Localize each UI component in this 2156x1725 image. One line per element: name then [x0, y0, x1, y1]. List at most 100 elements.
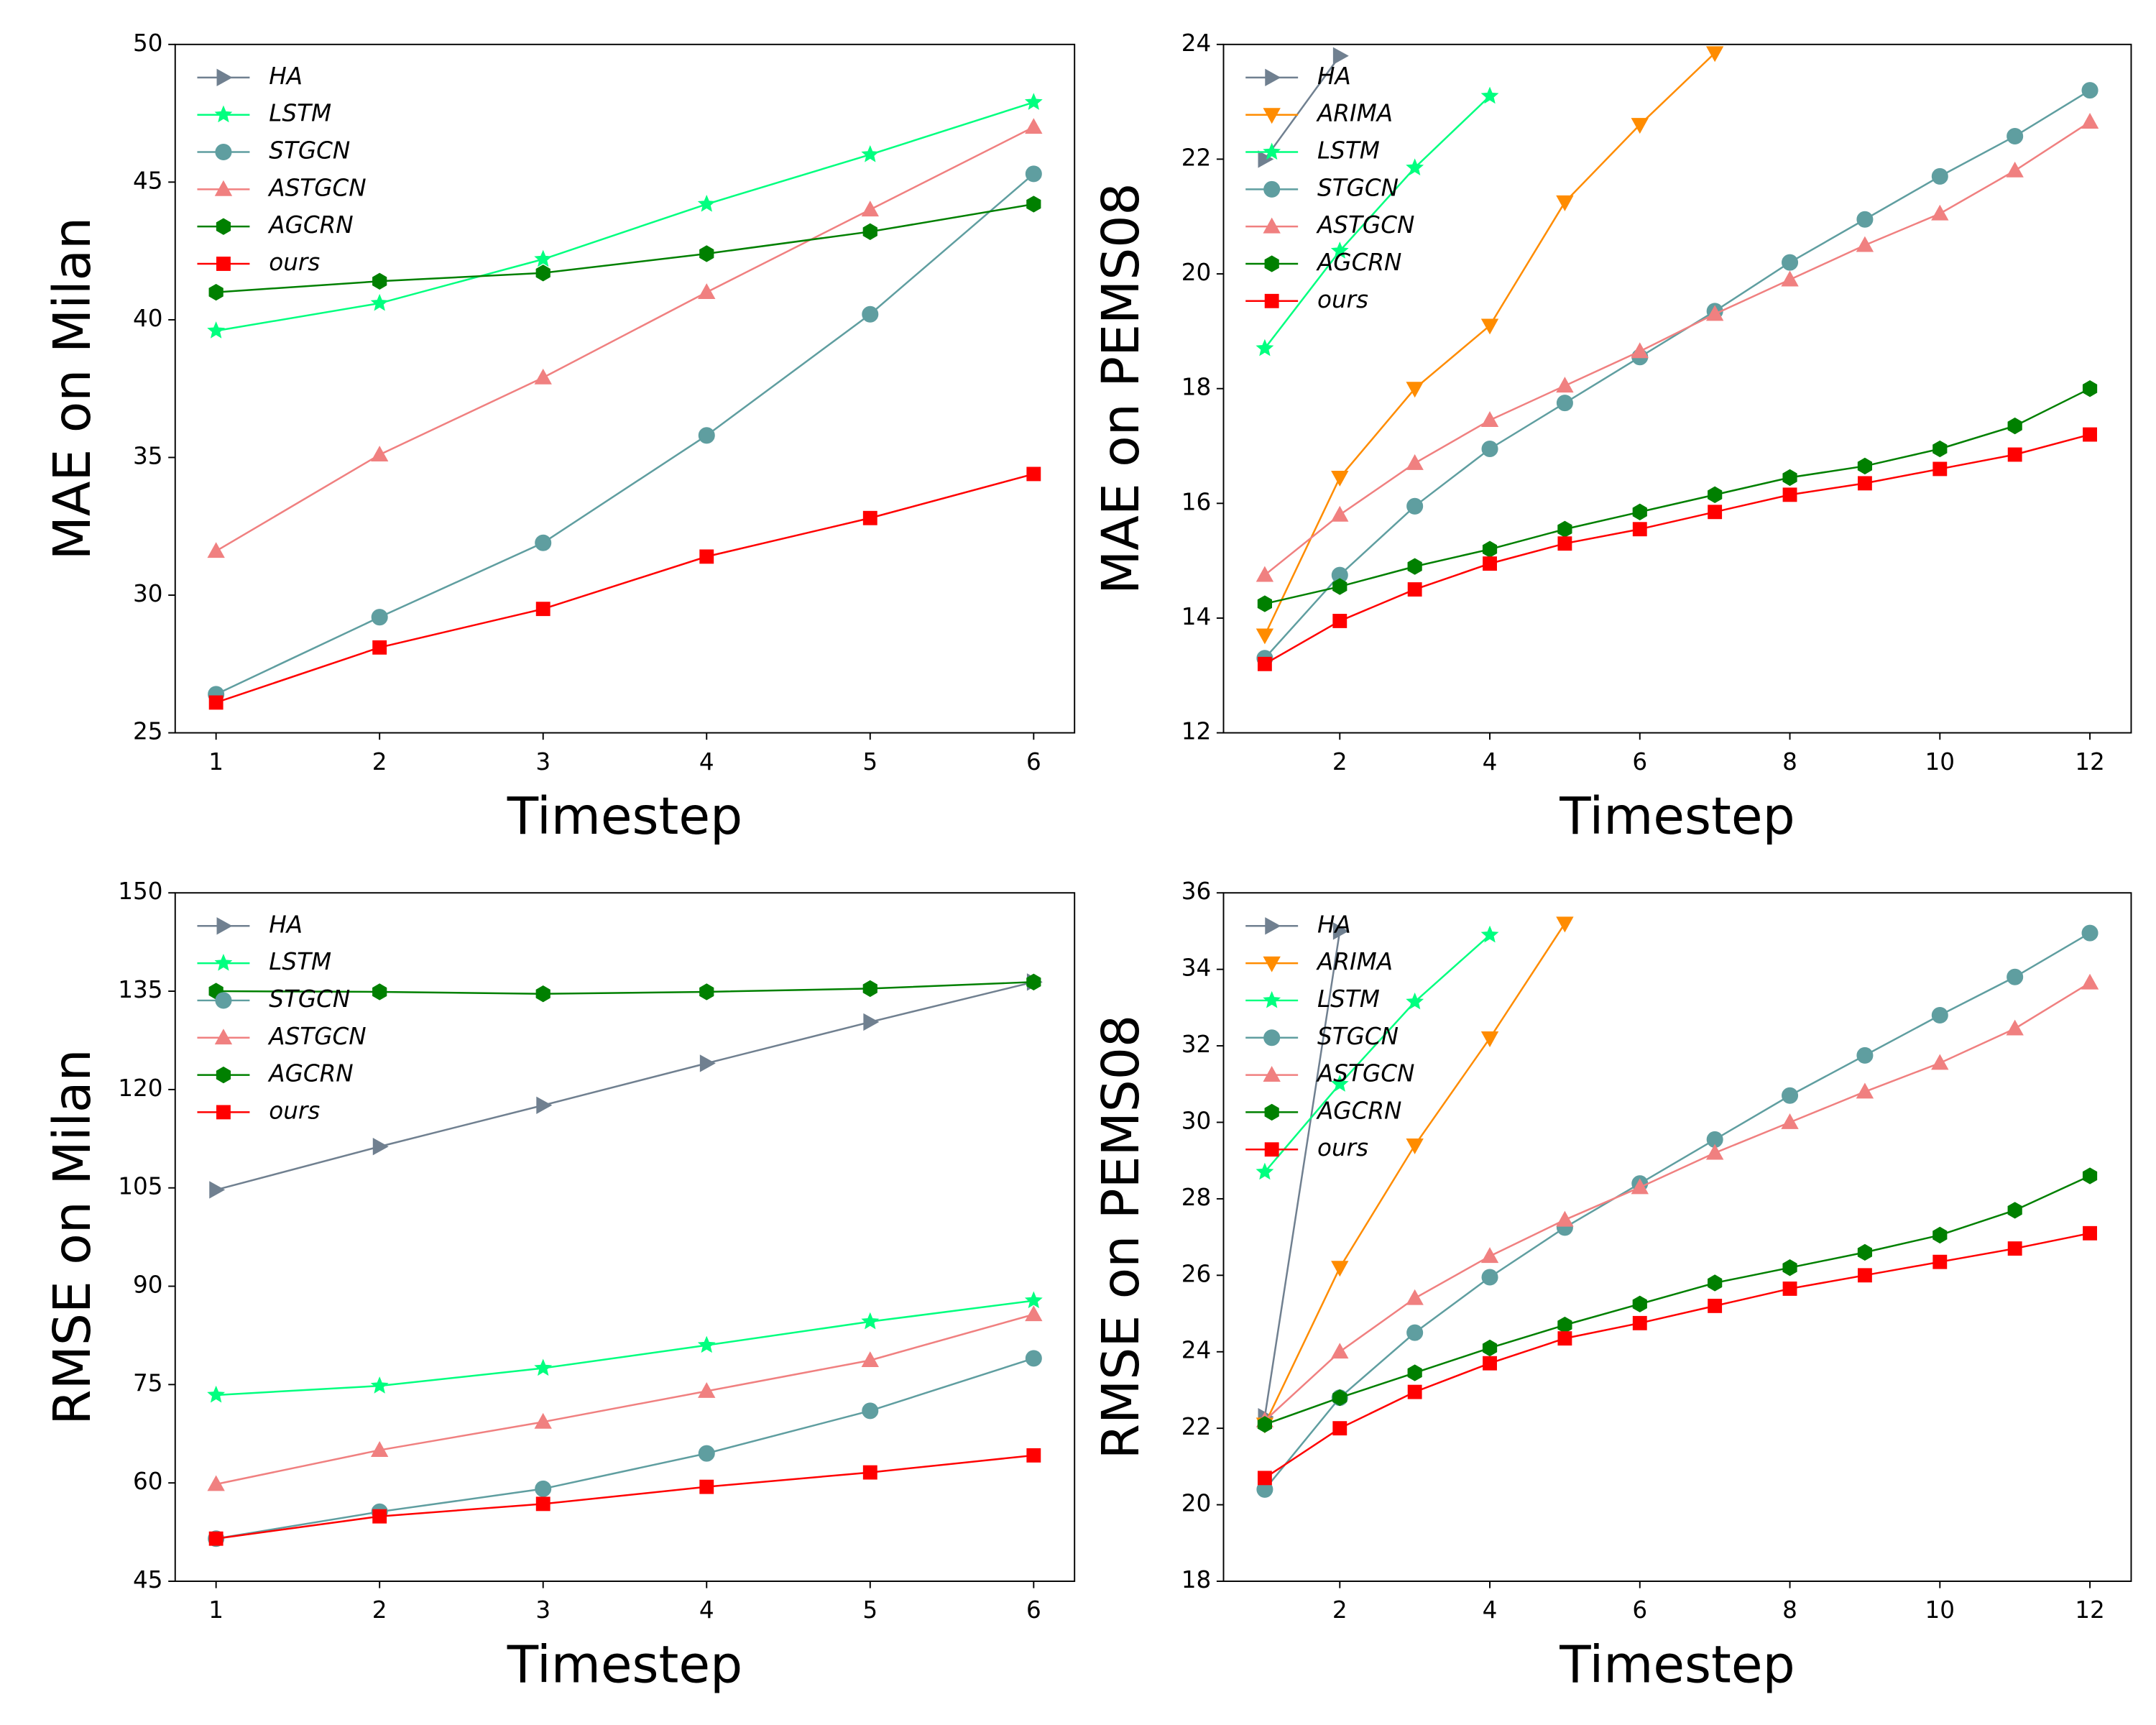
series-line [216, 172, 1035, 696]
data-point [698, 427, 715, 444]
data-point [1556, 395, 1573, 412]
data-point [1025, 165, 1042, 183]
legend-label: ASTGCN [1316, 211, 1414, 239]
data-point [207, 542, 225, 558]
legend-label: AGCRN [1316, 1097, 1401, 1124]
x-axis-label: Timestep [1559, 1634, 1795, 1694]
y-axis-label: MAE on PEMS08 [1091, 183, 1151, 594]
legend-marker [1263, 142, 1281, 160]
data-point [1481, 440, 1498, 458]
data-point [1705, 46, 1724, 63]
data-point [2007, 127, 2024, 145]
data-point [862, 1402, 879, 1420]
y-tick-label: 12 [1181, 718, 1212, 745]
data-point [370, 446, 389, 462]
legend-marker [216, 917, 233, 935]
data-point [372, 272, 387, 290]
series-line [1263, 55, 1341, 160]
data-point [371, 609, 388, 626]
data-point [1632, 522, 1647, 537]
data-point [1857, 1243, 1873, 1261]
data-point [1480, 86, 1499, 104]
legend-label: HA [269, 911, 303, 938]
y-tick-label: 22 [1181, 1413, 1212, 1440]
data-point [1705, 1144, 1724, 1160]
data-point [1556, 377, 1574, 393]
data-point [1782, 487, 1797, 502]
data-point [1781, 1113, 1799, 1129]
legend-marker [1264, 293, 1279, 308]
legend-label: AGCRN [267, 211, 353, 239]
x-tick-label: 8 [1782, 748, 1797, 776]
data-point [861, 1351, 879, 1368]
data-point [208, 283, 224, 301]
y-tick-label: 25 [133, 718, 162, 745]
legend-label: STGCN [269, 985, 350, 1013]
data-point [699, 549, 714, 564]
x-tick-label: 4 [1483, 748, 1498, 776]
series-line [216, 1357, 1034, 1540]
data-point [1332, 1389, 1348, 1407]
data-point [2082, 380, 2098, 397]
legend-label: LSTM [1317, 985, 1380, 1013]
data-point [1483, 1356, 1497, 1371]
data-point [1256, 628, 1274, 645]
series-line [1264, 982, 2091, 1422]
data-point [534, 1358, 553, 1376]
x-axis-label: Timestep [1559, 786, 1795, 846]
y-tick-label: 135 [118, 976, 162, 1003]
data-point [372, 640, 387, 655]
data-point [1406, 1289, 1424, 1305]
data-point [1556, 195, 1574, 211]
data-point [536, 1096, 553, 1114]
x-tick-label: 4 [699, 1596, 714, 1624]
data-point [534, 249, 553, 267]
data-point [697, 1335, 716, 1353]
y-tick-label: 32 [1181, 1031, 1212, 1058]
series-line [216, 981, 1034, 1191]
data-point [1708, 486, 1723, 504]
series-line [1263, 932, 2091, 1491]
legend-marker [216, 257, 231, 271]
x-tick-label: 10 [1925, 1596, 1955, 1624]
data-point [1632, 1295, 1647, 1312]
data-point [699, 983, 714, 1000]
data-point [1025, 1350, 1042, 1367]
y-tick-label: 28 [1181, 1184, 1212, 1211]
data-point [1931, 204, 1949, 221]
legend-marker [214, 180, 233, 196]
y-axis-label: RMSE on PEMS08 [1091, 1015, 1151, 1459]
series-line [1264, 433, 2091, 665]
data-point [535, 1496, 550, 1512]
legend-marker [214, 1029, 233, 1045]
data-point [207, 1475, 225, 1491]
data-point [1932, 461, 1948, 477]
y-tick-label: 120 [118, 1075, 162, 1102]
data-point [535, 1480, 552, 1497]
y-tick-label: 50 [133, 29, 162, 57]
x-tick-label: 4 [699, 748, 714, 776]
data-point [1330, 242, 1349, 259]
x-tick-label: 6 [1026, 748, 1041, 776]
x-tick-label: 12 [2075, 1596, 2105, 1624]
y-tick-label: 20 [1181, 1490, 1212, 1517]
data-point [861, 1312, 880, 1330]
data-point [1025, 118, 1043, 134]
data-point [1632, 1315, 1647, 1330]
data-point [370, 1441, 389, 1457]
data-point [1782, 1087, 1799, 1104]
data-point [209, 1181, 226, 1199]
legend-label: ASTGCN [267, 174, 366, 201]
data-point [862, 1465, 877, 1480]
data-point [370, 1376, 389, 1394]
y-tick-label: 35 [133, 442, 162, 469]
y-tick-label: 14 [1181, 603, 1212, 630]
data-point [1557, 1331, 1572, 1346]
data-point [1407, 1364, 1422, 1381]
x-tick-label: 2 [372, 1596, 387, 1624]
data-point [862, 510, 877, 525]
y-tick-label: 36 [1181, 878, 1212, 905]
data-point [1407, 582, 1422, 597]
